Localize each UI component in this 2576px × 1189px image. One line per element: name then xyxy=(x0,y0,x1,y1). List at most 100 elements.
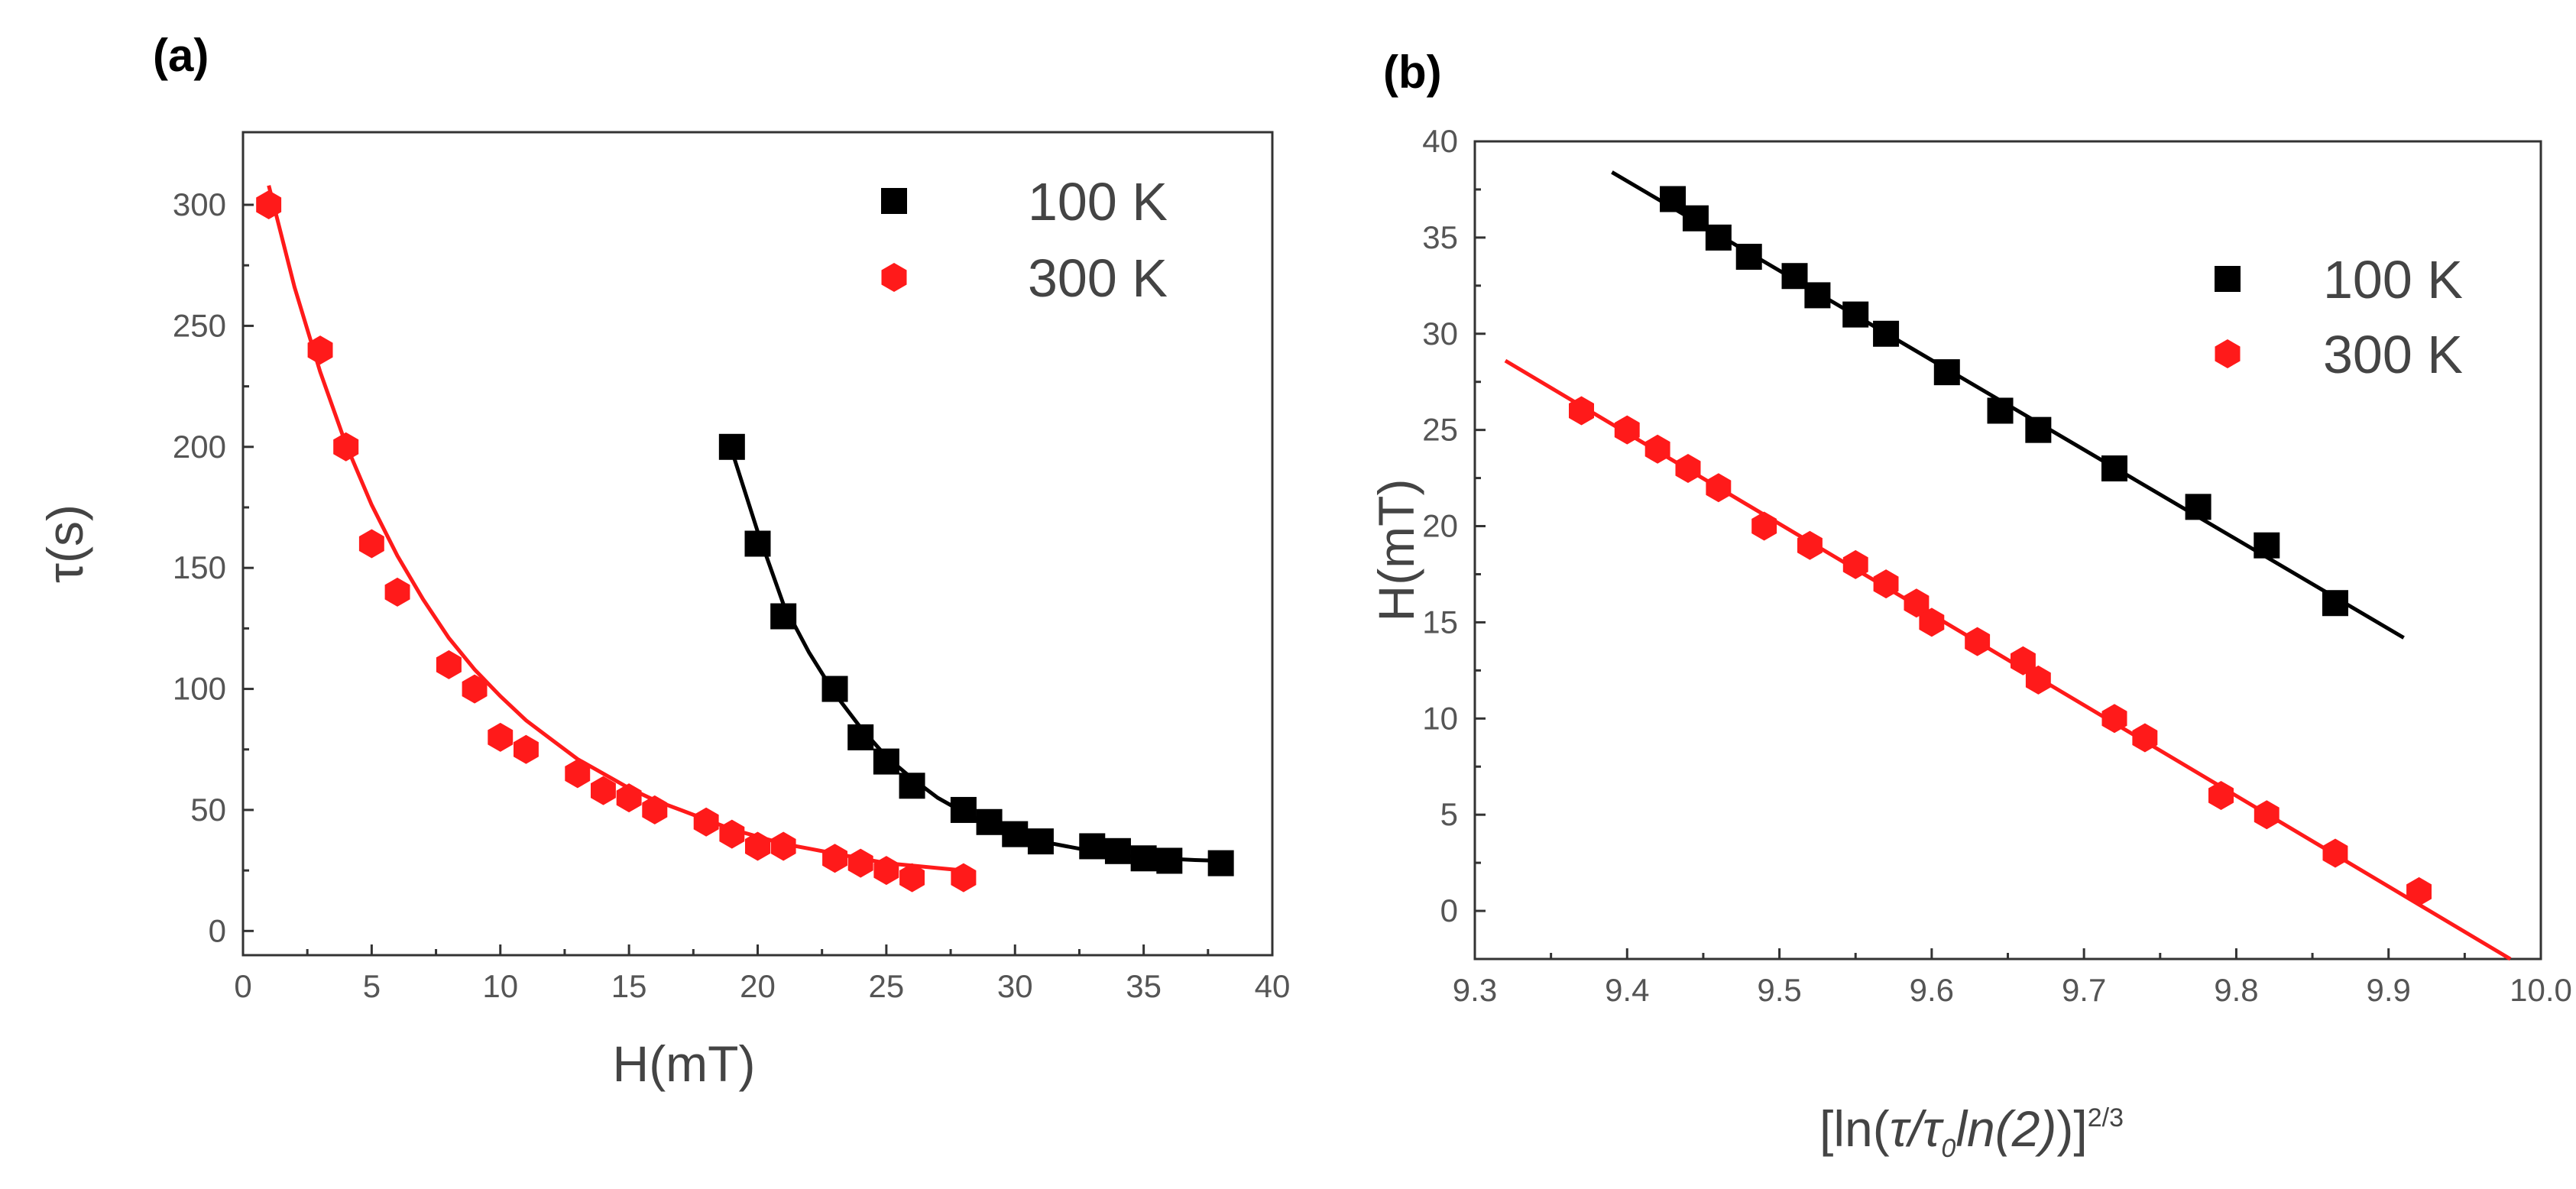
legend-marker-100k xyxy=(2215,266,2241,292)
legend-label-300k: 300 K xyxy=(1028,248,1168,308)
data-point-300k xyxy=(951,863,977,893)
data-point-100k xyxy=(950,796,977,823)
data-point-300k xyxy=(847,848,873,878)
x-tick-label: 9.8 xyxy=(2214,972,2258,1008)
data-point-300k xyxy=(2101,704,2127,734)
data-point-100k xyxy=(976,808,1003,835)
y-tick-label: 150 xyxy=(173,549,226,585)
x-tick-label: 9.5 xyxy=(1757,972,1801,1008)
x-tick-label: 9.6 xyxy=(1910,972,1954,1008)
data-point-300k xyxy=(616,783,642,813)
data-point-300k xyxy=(1873,569,1899,599)
data-point-100k xyxy=(770,603,797,630)
data-point-100k xyxy=(1104,837,1131,864)
y-tick-label: 10 xyxy=(1422,700,1458,736)
data-point-300k xyxy=(745,831,770,861)
y-tick-label: 200 xyxy=(173,429,226,465)
chart-b: 9.3 9.4 9.5 9.6 9.7 9.8 9.9 10.0 0 5 10 15 20 25 30 35 4… xyxy=(1368,123,2572,1163)
x-tick-label: 9.9 xyxy=(2367,972,2411,1008)
legend-marker-100k xyxy=(881,188,907,214)
y-tick-label: 40 xyxy=(1422,123,1458,159)
data-point-100k xyxy=(2101,455,2127,481)
data-point-300k xyxy=(514,734,539,764)
legend-marker-300k xyxy=(881,263,907,292)
data-point-300k xyxy=(1644,434,1670,464)
data-point-100k xyxy=(1156,847,1183,874)
fit-line-100k xyxy=(724,434,1221,863)
x-tick-label: 15 xyxy=(611,968,647,1004)
x-tick-label: 40 xyxy=(1255,968,1291,1004)
data-point-100k xyxy=(873,748,899,775)
data-point-100k xyxy=(1027,828,1054,855)
x-title-part: )] xyxy=(2056,1100,2087,1157)
data-point-300k xyxy=(256,190,282,219)
x-axis-title: [ln(τ/τ0ln(2))]2/3 xyxy=(1819,1100,2124,1163)
y-tick-label: 35 xyxy=(1422,219,1458,255)
data-point-300k xyxy=(2025,665,2051,695)
data-point-100k xyxy=(1873,320,1900,347)
x-tick-label: 35 xyxy=(1126,968,1162,1004)
x-tick-label: 10.0 xyxy=(2510,972,2572,1008)
legend-marker-300k xyxy=(2215,339,2241,368)
x-axis-title: H(mT) xyxy=(613,1035,756,1092)
data-point-300k xyxy=(1797,530,1823,560)
data-point-300k xyxy=(307,335,333,365)
data-point-100k xyxy=(2322,590,2348,617)
data-point-300k xyxy=(719,819,745,849)
data-point-300k xyxy=(462,674,488,704)
panel-b-label: (b) xyxy=(1383,47,1442,98)
data-point-100k xyxy=(1842,301,1869,328)
y-tick-label: 0 xyxy=(209,912,226,948)
x-title-superscript: 2/3 xyxy=(2088,1103,2124,1132)
data-point-100k xyxy=(1804,282,1831,309)
data-point-100k xyxy=(1705,224,1732,251)
data-point-100k xyxy=(821,675,848,702)
data-point-100k xyxy=(2254,532,2280,559)
x-tick-label: 30 xyxy=(997,968,1033,1004)
data-point-300k xyxy=(822,844,847,873)
data-point-300k xyxy=(1842,549,1868,579)
data-point-300k xyxy=(770,831,796,861)
data-point-300k xyxy=(1751,511,1777,541)
data-point-100k xyxy=(1207,850,1234,876)
data-point-300k xyxy=(565,759,591,789)
data-point-300k xyxy=(873,856,899,886)
y-tick-label: 250 xyxy=(173,307,226,343)
data-point-300k xyxy=(2132,723,2158,753)
y-tick-label: 15 xyxy=(1422,604,1458,640)
x-tick-label: 0 xyxy=(234,968,251,1004)
data-point-300k xyxy=(488,722,514,752)
data-point-300k xyxy=(693,807,719,837)
data-point-300k xyxy=(358,529,384,559)
chart-a: 0 5 10 15 20 25 30 35 40 0 50 100 150 200 250 300 H(mT) τ… xyxy=(37,131,1291,1092)
fit-line-300k xyxy=(267,185,964,873)
data-point-300k xyxy=(1614,415,1640,445)
y-tick-label: 5 xyxy=(1440,796,1458,832)
y-axis-title: H(mT) xyxy=(1368,479,1424,622)
data-point-300k xyxy=(1706,473,1732,503)
data-point-100k xyxy=(899,773,925,799)
data-point-100k xyxy=(1682,205,1709,232)
data-point-300k xyxy=(1569,396,1594,426)
legend-label-100k: 100 K xyxy=(2323,250,2463,309)
data-point-100k xyxy=(1079,833,1106,860)
data-point-100k xyxy=(744,530,771,557)
data-point-300k xyxy=(2406,876,2432,906)
data-point-300k xyxy=(642,795,668,825)
y-tick-label: 50 xyxy=(190,792,226,828)
data-point-300k xyxy=(333,432,359,462)
data-point-300k xyxy=(899,863,925,893)
x-tick-label: 25 xyxy=(869,968,905,1004)
x-tick-label: 20 xyxy=(740,968,776,1004)
x-title-part: ln(2) xyxy=(1955,1100,2056,1157)
legend-label-300k: 300 K xyxy=(2323,325,2463,384)
data-point-100k xyxy=(847,724,874,750)
x-tick-label: 10 xyxy=(482,968,518,1004)
data-point-100k xyxy=(1660,186,1687,212)
y-tick-label: 300 xyxy=(173,186,226,222)
y-tick-label: 100 xyxy=(173,671,226,707)
data-point-300k xyxy=(2254,800,2280,830)
data-point-300k xyxy=(436,650,462,679)
data-point-100k xyxy=(2185,494,2211,520)
